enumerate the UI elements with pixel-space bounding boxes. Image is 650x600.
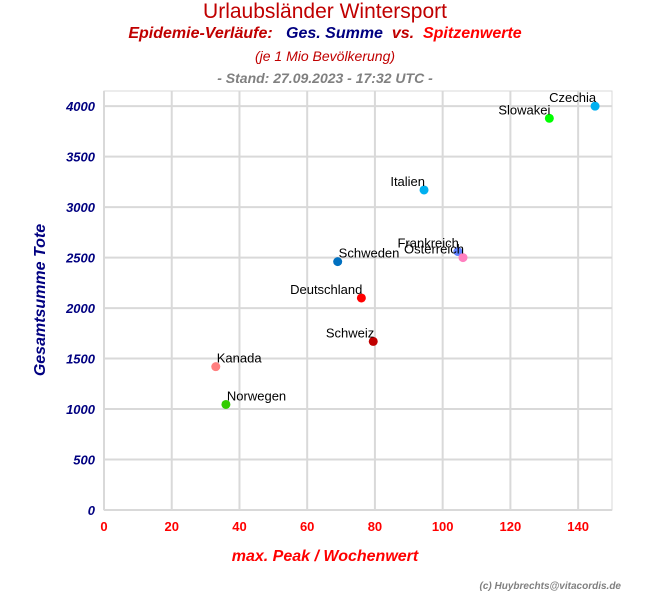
subtitle-part-2: Ges. Summe xyxy=(286,25,383,42)
subtitle-part-3: vs. xyxy=(391,25,415,42)
data-point-norwegen xyxy=(221,399,231,409)
credit-text: (c) Huybrechts@vitacordis.de xyxy=(479,581,621,592)
subtitle-part-4: Spitzenwerte xyxy=(422,25,522,42)
x-tick-label: 140 xyxy=(567,519,589,534)
point-label-schweden: Schweden xyxy=(339,246,400,261)
data-point-frankreich xyxy=(453,247,463,257)
y-tick-label: 2000 xyxy=(65,301,96,316)
data-points xyxy=(211,101,600,409)
x-tick-label: 0 xyxy=(100,519,107,534)
x-tick-label: 120 xyxy=(500,519,522,534)
point-label-italien: Italien xyxy=(390,174,425,189)
chart-stand: - Stand: 27.09.2023 - 17:32 UTC - xyxy=(217,70,433,86)
subtitle-part-1: Epidemie-Verläufe: xyxy=(128,25,273,42)
x-tick-label: 40 xyxy=(232,519,246,534)
y-tick-label: 4000 xyxy=(65,99,96,114)
data-point-schweden xyxy=(333,257,343,267)
point-label-frankreich: Frankreich xyxy=(397,236,458,251)
x-tick-label: 20 xyxy=(164,519,178,534)
point-label-österreich: Österreich xyxy=(404,242,464,257)
point-label-slowakei: Slowakei xyxy=(498,102,550,117)
y-tick-label: 0 xyxy=(88,503,96,518)
point-label-schweiz: Schweiz xyxy=(326,325,374,340)
y-tick-label: 1500 xyxy=(66,352,96,367)
data-point-slowakei xyxy=(544,113,554,123)
y-tick-label: 2500 xyxy=(65,251,96,266)
point-label-czechia: Czechia xyxy=(549,90,597,105)
point-label-norwegen: Norwegen xyxy=(227,388,286,403)
chart-title: Urlaubsländer Wintersport xyxy=(203,0,447,23)
data-point-österreich xyxy=(458,253,468,263)
data-point-czechia xyxy=(590,101,600,111)
y-tick-label: 3000 xyxy=(66,200,96,215)
y-tick-label: 1000 xyxy=(66,402,96,417)
x-axis-ticks: 0 20 40 60 80 100 120 140 xyxy=(100,519,589,534)
x-axis-label: max. Peak / Wochenwert xyxy=(232,548,419,565)
data-point-schweiz xyxy=(368,336,378,346)
point-label-kanada: Kanada xyxy=(217,351,263,366)
x-tick-label: 100 xyxy=(432,519,454,534)
y-tick-label: 3500 xyxy=(66,150,96,165)
chart-note: (je 1 Mio Bevölkerung) xyxy=(254,48,396,64)
point-label-deutschland: Deutschland xyxy=(290,282,362,297)
chart-subtitle: Epidemie-Verläufe: Ges. Summe vs. Spitze… xyxy=(0,25,650,43)
data-point-italien xyxy=(419,185,429,195)
y-tick-label: 500 xyxy=(73,453,95,468)
x-tick-label: 80 xyxy=(368,519,382,534)
y-axis-ticks: 0 500 1000 1500 2000 2500 3000 3500 4000 xyxy=(65,99,96,518)
grid xyxy=(103,90,613,511)
x-tick-label: 60 xyxy=(300,519,314,534)
data-point-kanada xyxy=(211,362,221,372)
y-axis-label: Gesamtsumme Tote xyxy=(32,224,49,376)
data-point-deutschland xyxy=(356,293,366,303)
